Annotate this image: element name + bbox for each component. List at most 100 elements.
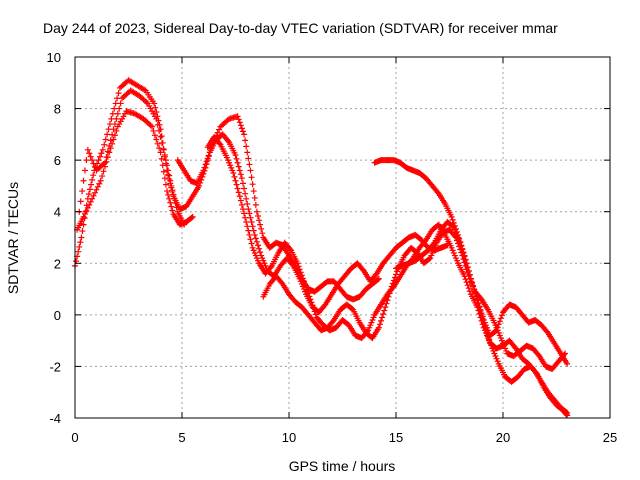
- data-point: [375, 324, 382, 331]
- data-point: [96, 153, 103, 160]
- data-point: [457, 239, 464, 246]
- y-tick-label: 0: [54, 308, 61, 323]
- data-point: [459, 246, 466, 253]
- data-point: [232, 177, 239, 184]
- data-point: [78, 234, 85, 241]
- data-point: [95, 157, 102, 164]
- data-point: [243, 195, 250, 202]
- data-point: [498, 312, 505, 319]
- data-point: [252, 235, 259, 242]
- data-point: [486, 336, 493, 343]
- data-point: [247, 214, 254, 221]
- data-point: [464, 264, 471, 271]
- data-point: [381, 307, 388, 314]
- data-point: [421, 238, 428, 245]
- data-point: [267, 264, 274, 271]
- data-point: [251, 231, 258, 238]
- data-point: [254, 242, 261, 249]
- data-point: [150, 127, 157, 134]
- data-point: [375, 275, 382, 282]
- x-tick-label: 20: [496, 430, 510, 445]
- data-point: [247, 236, 254, 243]
- data-point: [153, 136, 160, 143]
- data-point: [466, 271, 473, 278]
- data-point: [480, 319, 487, 326]
- data-point: [238, 125, 245, 132]
- data-point: [543, 328, 550, 335]
- data-point: [250, 188, 257, 195]
- data-point: [378, 317, 385, 324]
- data-point: [168, 203, 175, 210]
- x-axis-label: GPS time / hours: [289, 458, 396, 474]
- data-point: [564, 412, 571, 419]
- data-point: [106, 149, 113, 156]
- data-point: [349, 305, 356, 312]
- data-point: [101, 141, 108, 148]
- data-point: [307, 296, 314, 303]
- series-track-1: [72, 77, 382, 303]
- series-track-6: [260, 226, 569, 373]
- data-point: [258, 225, 265, 232]
- data-point: [482, 327, 489, 334]
- data-point: [117, 100, 124, 107]
- data-point: [235, 189, 242, 196]
- data-point: [246, 210, 253, 217]
- data-point: [152, 104, 159, 111]
- data-point: [216, 126, 223, 133]
- data-point: [289, 261, 296, 268]
- data-point: [239, 128, 246, 135]
- data-point: [216, 140, 223, 147]
- data-point: [157, 149, 164, 156]
- data-point: [386, 290, 393, 297]
- data-point: [535, 351, 542, 358]
- data-point: [96, 180, 103, 187]
- data-point: [111, 121, 118, 128]
- data-point: [304, 287, 311, 294]
- data-point: [202, 161, 209, 168]
- data-point: [241, 210, 248, 217]
- data-point: [384, 297, 391, 304]
- data-point: [563, 411, 570, 418]
- data-point: [114, 110, 121, 117]
- data-point: [76, 243, 83, 250]
- data-point: [109, 131, 116, 138]
- data-point: [321, 302, 328, 309]
- data-point: [154, 121, 161, 128]
- data-point: [167, 177, 174, 184]
- data-point: [201, 164, 208, 171]
- data-point: [253, 208, 260, 215]
- data-point: [84, 146, 91, 153]
- data-point: [188, 214, 195, 221]
- data-point: [239, 206, 246, 213]
- data-point: [306, 293, 313, 300]
- data-point: [245, 227, 252, 234]
- data-point: [383, 300, 390, 307]
- data-point: [90, 160, 97, 167]
- data-point: [164, 188, 171, 195]
- data-point: [478, 311, 485, 318]
- data-point: [170, 191, 177, 198]
- data-point: [107, 137, 114, 144]
- data-point: [497, 315, 504, 322]
- x-tick-labels: 0 5 10 15 20 25: [71, 430, 617, 445]
- data-point: [99, 146, 106, 153]
- data-point: [116, 105, 123, 112]
- data-point: [241, 185, 248, 192]
- data-point: [481, 323, 488, 330]
- data-point: [239, 180, 246, 187]
- data-point: [204, 155, 211, 162]
- data-point: [248, 240, 255, 247]
- data-point: [89, 195, 96, 202]
- data-point: [475, 300, 482, 307]
- data-point: [85, 191, 92, 198]
- data-point: [488, 342, 495, 349]
- data-point: [470, 283, 477, 290]
- data-point: [171, 195, 178, 202]
- y-tick-label: 6: [54, 153, 61, 168]
- data-point: [159, 139, 166, 146]
- data-point: [165, 191, 172, 198]
- data-point: [372, 271, 379, 278]
- data-point: [230, 170, 237, 177]
- data-point: [98, 150, 105, 157]
